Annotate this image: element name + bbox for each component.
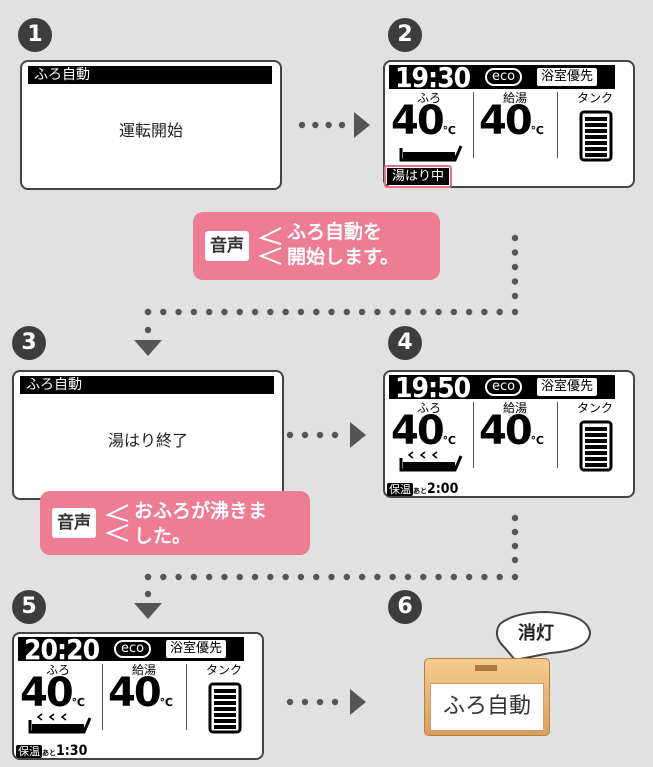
callout-text: 消灯	[518, 619, 554, 645]
diagram: 123456ふろ自動運転開始ふろ自動湯はり終了19:30eco浴室優先ふろ給湯タ…	[0, 0, 653, 767]
connectors	[0, 0, 653, 767]
